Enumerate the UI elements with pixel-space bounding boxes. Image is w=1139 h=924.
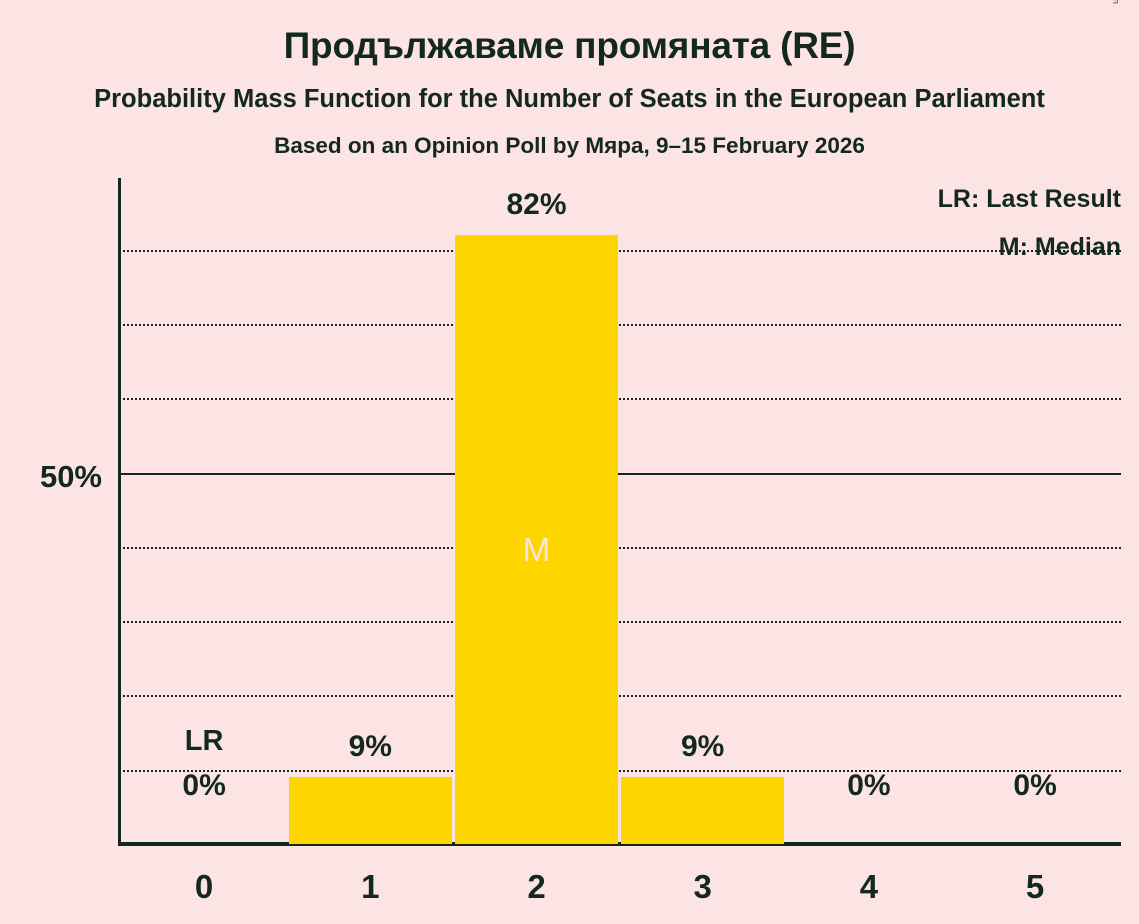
page-title: Продължаваме промяната (RE) — [283, 25, 856, 66]
copyright-notice: © 2026 Filip van Laenen — [1107, 0, 1123, 4]
gridline-80 — [118, 249, 1121, 252]
bar-seats-2: M — [454, 234, 619, 844]
gridline-30 — [118, 621, 1121, 624]
value-label-seats-5: 0% — [1013, 769, 1057, 802]
gridline-70 — [118, 323, 1121, 326]
x-axis-tick-4: 4 — [859, 868, 879, 905]
x-axis-tick-0: 0 — [194, 868, 214, 905]
value-label-seats-3: 9% — [681, 730, 725, 764]
y-axis-line — [118, 178, 121, 846]
gridline-40 — [118, 546, 1121, 549]
gridline-60 — [118, 398, 1121, 401]
value-label-seats-1: 9% — [348, 730, 392, 764]
y-axis-tick-label-50: 50% — [39, 459, 102, 494]
x-axis-tick-2: 2 — [527, 868, 546, 905]
last-result-marker: LR — [184, 725, 224, 757]
value-label-seats-0: 0% — [182, 769, 226, 802]
legend-last-result: LR: Last Result — [937, 185, 1121, 213]
value-label-seats-2: 82% — [506, 187, 567, 221]
gridline-10 — [118, 769, 1121, 772]
chart-title-block: Продължаваме промяната (RE) Probability … — [0, 0, 1139, 157]
x-axis-tick-1: 1 — [361, 868, 380, 905]
legend-median: M: Median — [998, 233, 1121, 261]
median-marker: M — [522, 531, 551, 568]
plot-area: M 0% 9% 82% 9% 0% 0% LR — [118, 178, 1121, 846]
chart-source-note: Based on an Opinion Poll by Мяра, 9–15 F… — [274, 132, 865, 158]
value-label-seats-4: 0% — [847, 769, 891, 802]
gridline-50 — [118, 472, 1121, 475]
x-axis-line — [118, 842, 1121, 846]
bar-seats-3 — [621, 777, 785, 844]
x-axis-tick-5: 5 — [1025, 868, 1045, 905]
gridline-20 — [118, 695, 1121, 698]
x-axis-tick-3: 3 — [693, 868, 712, 905]
chart-subtitle: Probability Mass Function for the Number… — [94, 84, 1045, 113]
bar-seats-1 — [288, 777, 452, 844]
